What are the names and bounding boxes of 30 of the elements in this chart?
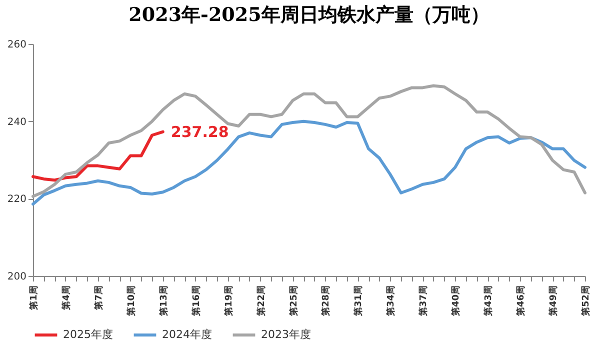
x-tick-label: 第49周 <box>548 286 560 318</box>
y-tick-label: 200 <box>7 272 26 282</box>
legend-label: 2024年度 <box>162 328 212 341</box>
y-tick-label: 240 <box>7 116 26 128</box>
x-tick-label: 第31周 <box>353 286 364 318</box>
y-tick-label: 260 <box>7 40 26 50</box>
x-tick-label: 第1周 <box>28 286 40 311</box>
x-tick-label: 第34周 <box>386 286 397 318</box>
chart-title: 2023年-2025年周日均铁水产量（万吨） <box>128 4 490 26</box>
x-tick-label: 第37周 <box>418 286 430 318</box>
x-tick-label: 第4周 <box>60 286 72 311</box>
legend-label: 2023年度 <box>261 328 311 341</box>
x-tick-label: 第40周 <box>450 286 462 318</box>
x-tick-label: 第43周 <box>483 286 494 318</box>
x-tick-label: 第25周 <box>288 286 300 318</box>
legend-label: 2025年度 <box>63 328 113 341</box>
x-tick-label: 第16周 <box>190 286 202 318</box>
x-tick-label: 第13周 <box>158 286 170 318</box>
x-tick-label: 第52周 <box>580 286 592 318</box>
line-series <box>32 84 586 198</box>
line-series <box>32 130 164 182</box>
line-series <box>32 120 586 206</box>
x-tick-label: 第19周 <box>223 286 234 318</box>
y-tick-label: 220 <box>7 194 26 206</box>
annotation: 237.28 <box>170 122 229 141</box>
x-tick-label: 第10周 <box>126 286 137 318</box>
x-tick-label: 第28周 <box>320 286 332 318</box>
x-tick-label: 第7周 <box>93 286 104 311</box>
x-tick-label: 第22周 <box>256 286 267 318</box>
x-tick-label: 第46周 <box>516 286 527 318</box>
